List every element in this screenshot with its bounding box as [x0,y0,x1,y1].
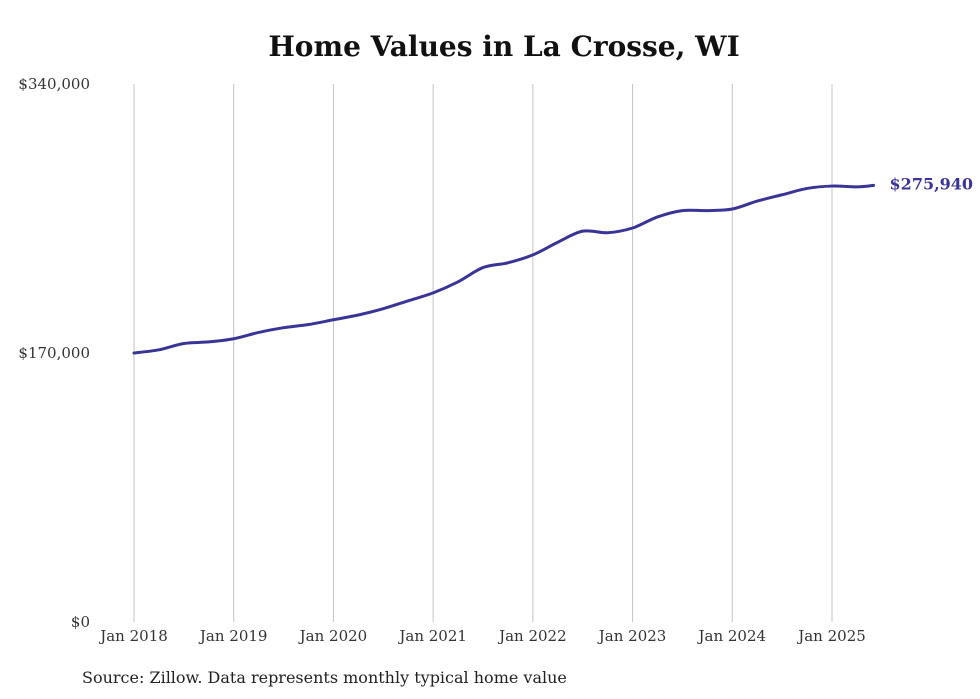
data-point [706,209,708,211]
data-point [432,292,434,294]
data-point [282,326,284,328]
data-point [233,338,235,340]
series-line [132,183,876,355]
data-point [806,187,808,189]
data-point [407,300,409,302]
x-tick-label: Jan 2023 [597,627,667,645]
data-point [183,342,185,344]
data-point [831,185,833,187]
x-tick-label: Jan 2025 [796,627,866,645]
data-point [257,331,259,333]
data-point [656,216,658,218]
source-note: Source: Zillow. Data represents monthly … [82,668,567,687]
y-tick-label: $340,000 [18,75,90,93]
data-point [133,352,135,354]
x-tick-label: Jan 2021 [397,627,467,645]
x-tick-label: Jan 2020 [298,627,368,645]
data-point [332,319,334,321]
data-point [457,281,459,283]
data-point [382,307,384,309]
data-point [582,230,584,232]
x-tick-label: Jan 2018 [98,627,168,645]
data-point [482,266,484,268]
data-point [631,227,633,229]
y-tick-label: $0 [71,613,90,631]
data-point [532,254,534,256]
data-point [208,341,210,343]
end-value-label: $275,940 [890,174,974,193]
x-tick-label: Jan 2024 [697,627,767,645]
data-point [781,194,783,196]
data-point [872,184,874,186]
chart-title: Home Values in La Crosse, WI [268,30,740,63]
data-point [557,241,559,243]
data-point [307,323,309,325]
x-tick-label: Jan 2019 [198,627,268,645]
data-point [856,186,858,188]
y-tick-label: $170,000 [18,344,90,362]
data-point [357,314,359,316]
x-tick-label: Jan 2022 [497,627,567,645]
data-point [507,262,509,264]
data-point [606,232,608,234]
data-point [681,209,683,211]
data-point [158,349,160,351]
data-point [756,200,758,202]
data-point [731,208,733,210]
